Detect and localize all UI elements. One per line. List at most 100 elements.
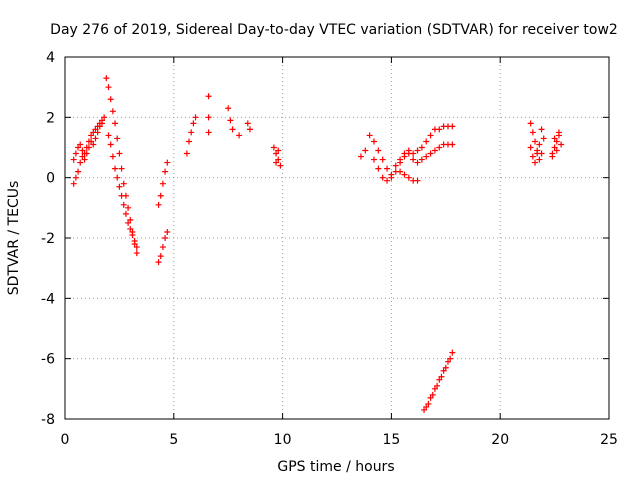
data-point: [532, 159, 539, 166]
y-tick-label: 2: [46, 110, 55, 126]
data-point: [162, 168, 169, 175]
data-point: [436, 144, 443, 151]
data-point: [527, 144, 534, 151]
data-point: [534, 150, 541, 157]
data-point: [449, 123, 456, 130]
data-point: [375, 165, 382, 172]
data-point: [236, 132, 243, 139]
series-satellite-d: [105, 132, 140, 251]
data-point: [112, 120, 119, 127]
data-point: [72, 150, 79, 157]
y-tick-labels: -8 -6 -4 -2 0 2 4: [41, 50, 55, 428]
series-satellite-m: [527, 126, 562, 166]
series-satellite-l: [527, 120, 565, 163]
data-point: [410, 150, 417, 157]
data-point: [449, 349, 456, 356]
series-satellite-h: [357, 132, 456, 181]
data-point: [418, 156, 425, 163]
data-point: [427, 132, 434, 139]
data-point: [553, 138, 560, 145]
data-point: [79, 147, 86, 154]
series-satellite-i: [370, 123, 456, 184]
data-point: [397, 168, 404, 175]
data-point: [401, 171, 408, 178]
data-point: [431, 385, 438, 392]
data-point: [277, 162, 284, 169]
data-point: [397, 156, 404, 163]
data-point: [444, 358, 451, 365]
data-point: [527, 120, 534, 127]
data-point: [88, 132, 95, 139]
x-tick-label: 15: [382, 432, 400, 448]
data-point: [77, 159, 84, 166]
data-point: [246, 126, 253, 133]
data-point: [532, 138, 539, 145]
data-point: [431, 147, 438, 154]
data-point: [225, 105, 232, 112]
data-point: [155, 259, 162, 266]
data-point: [270, 144, 277, 151]
data-point: [244, 120, 251, 127]
series-satellite-e: [155, 159, 171, 266]
data-point: [436, 126, 443, 133]
data-point: [538, 126, 545, 133]
data-point: [436, 376, 443, 383]
data-point: [423, 153, 430, 160]
x-tick-label: 10: [274, 432, 292, 448]
x-tick-label: 25: [600, 432, 618, 448]
data-point: [114, 174, 121, 181]
series-satellite-c: [103, 75, 140, 257]
data-point: [427, 150, 434, 157]
data-point: [112, 165, 119, 172]
data-point: [362, 147, 369, 154]
data-point: [379, 174, 386, 181]
data-point: [120, 180, 127, 187]
data-point: [192, 114, 199, 121]
data-point: [366, 132, 373, 139]
data-point: [273, 150, 280, 157]
data-point: [105, 84, 112, 91]
data-point: [558, 141, 565, 148]
data-point: [405, 147, 412, 154]
data-point: [107, 141, 114, 148]
data-point: [429, 391, 436, 398]
x-tick-label: 0: [61, 432, 70, 448]
data-point: [75, 168, 82, 175]
data-point: [421, 406, 428, 413]
data-point: [190, 120, 197, 127]
data-point: [536, 141, 543, 148]
y-axis-label: SDTVAR / TECUs: [6, 181, 22, 296]
data-point: [70, 156, 77, 163]
series-satellite-f: [183, 93, 253, 157]
data-point: [188, 129, 195, 136]
data-point: [88, 138, 95, 145]
data-point: [75, 144, 82, 151]
data-point: [275, 147, 282, 154]
data-point: [449, 141, 456, 148]
data-point: [96, 123, 103, 130]
data-point: [159, 244, 166, 251]
data-point: [157, 253, 164, 260]
data-point: [116, 150, 123, 157]
series-satellite-k: [421, 349, 456, 413]
data-point: [227, 117, 234, 124]
data-point: [162, 235, 169, 241]
data-point: [414, 147, 421, 154]
series-satellite-j: [397, 168, 421, 184]
data-point: [101, 114, 108, 121]
data-point: [164, 228, 171, 235]
data-point: [109, 153, 116, 160]
data-point: [375, 147, 382, 154]
data-point: [229, 126, 236, 133]
data-point: [205, 93, 212, 100]
data-point: [107, 96, 114, 103]
data-point: [536, 156, 543, 163]
y-tick-label: 0: [46, 171, 55, 187]
data-point: [418, 144, 425, 151]
data-point: [72, 174, 79, 181]
data-point: [125, 219, 132, 226]
data-point: [164, 159, 171, 166]
data-point: [529, 153, 536, 160]
data-point: [410, 156, 417, 163]
data-point: [540, 135, 547, 142]
